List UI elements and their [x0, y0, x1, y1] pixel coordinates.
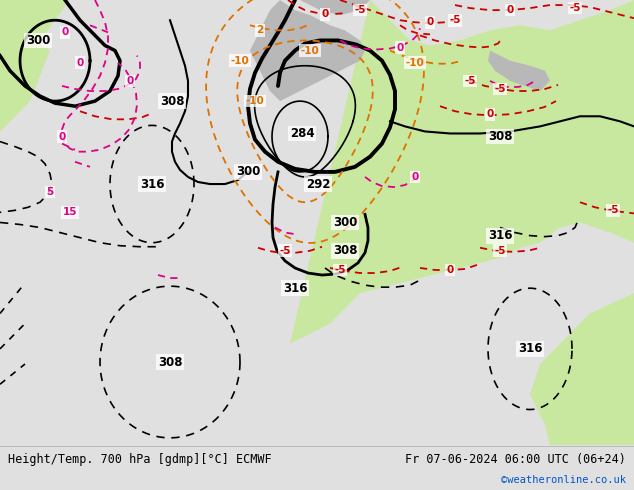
Text: -5: -5 — [464, 76, 476, 86]
Text: -10: -10 — [301, 46, 320, 55]
Text: 0: 0 — [446, 265, 453, 275]
Text: 300: 300 — [236, 166, 260, 178]
Text: 2: 2 — [256, 25, 264, 35]
Polygon shape — [250, 0, 365, 101]
Text: 316: 316 — [139, 177, 164, 191]
Text: 308: 308 — [488, 130, 512, 143]
Text: -5: -5 — [495, 84, 506, 94]
Text: -5: -5 — [334, 265, 346, 275]
Text: 0: 0 — [507, 5, 514, 15]
Text: 0: 0 — [411, 172, 418, 182]
Text: 308: 308 — [333, 245, 357, 257]
Text: 0: 0 — [486, 109, 494, 119]
Text: Height/Temp. 700 hPa [gdmp][°C] ECMWF: Height/Temp. 700 hPa [gdmp][°C] ECMWF — [8, 453, 271, 466]
Text: 316: 316 — [488, 229, 512, 242]
Polygon shape — [290, 0, 634, 344]
Text: -5: -5 — [569, 3, 581, 13]
Text: -5: -5 — [495, 246, 506, 256]
Text: 284: 284 — [290, 127, 314, 140]
Text: 15: 15 — [63, 207, 77, 218]
Text: 0: 0 — [58, 131, 66, 142]
Text: 316: 316 — [283, 282, 307, 294]
Text: 0: 0 — [427, 17, 434, 27]
Text: ©weatheronline.co.uk: ©weatheronline.co.uk — [501, 475, 626, 485]
Text: -10: -10 — [406, 58, 424, 68]
Text: 0: 0 — [61, 27, 68, 37]
Text: -5: -5 — [450, 15, 461, 25]
Text: Fr 07-06-2024 06:00 UTC (06+24): Fr 07-06-2024 06:00 UTC (06+24) — [405, 453, 626, 466]
Text: -5: -5 — [279, 246, 291, 256]
Text: -10: -10 — [245, 96, 264, 106]
Text: 300: 300 — [26, 34, 50, 47]
Text: 316: 316 — [518, 343, 542, 355]
Text: 0: 0 — [321, 9, 328, 19]
Text: 0: 0 — [396, 43, 404, 52]
Text: 0: 0 — [76, 58, 84, 68]
Text: 308: 308 — [158, 356, 182, 368]
Polygon shape — [0, 0, 70, 81]
Text: 300: 300 — [333, 216, 357, 229]
Text: 0: 0 — [126, 76, 134, 86]
Polygon shape — [0, 30, 50, 131]
Text: -5: -5 — [354, 5, 366, 15]
Text: 308: 308 — [160, 95, 184, 108]
Polygon shape — [300, 0, 370, 15]
Text: -10: -10 — [231, 56, 249, 66]
Polygon shape — [530, 293, 634, 445]
Text: -5: -5 — [607, 205, 619, 215]
Text: 292: 292 — [306, 177, 330, 191]
Polygon shape — [488, 50, 550, 91]
Text: 5: 5 — [46, 187, 54, 197]
